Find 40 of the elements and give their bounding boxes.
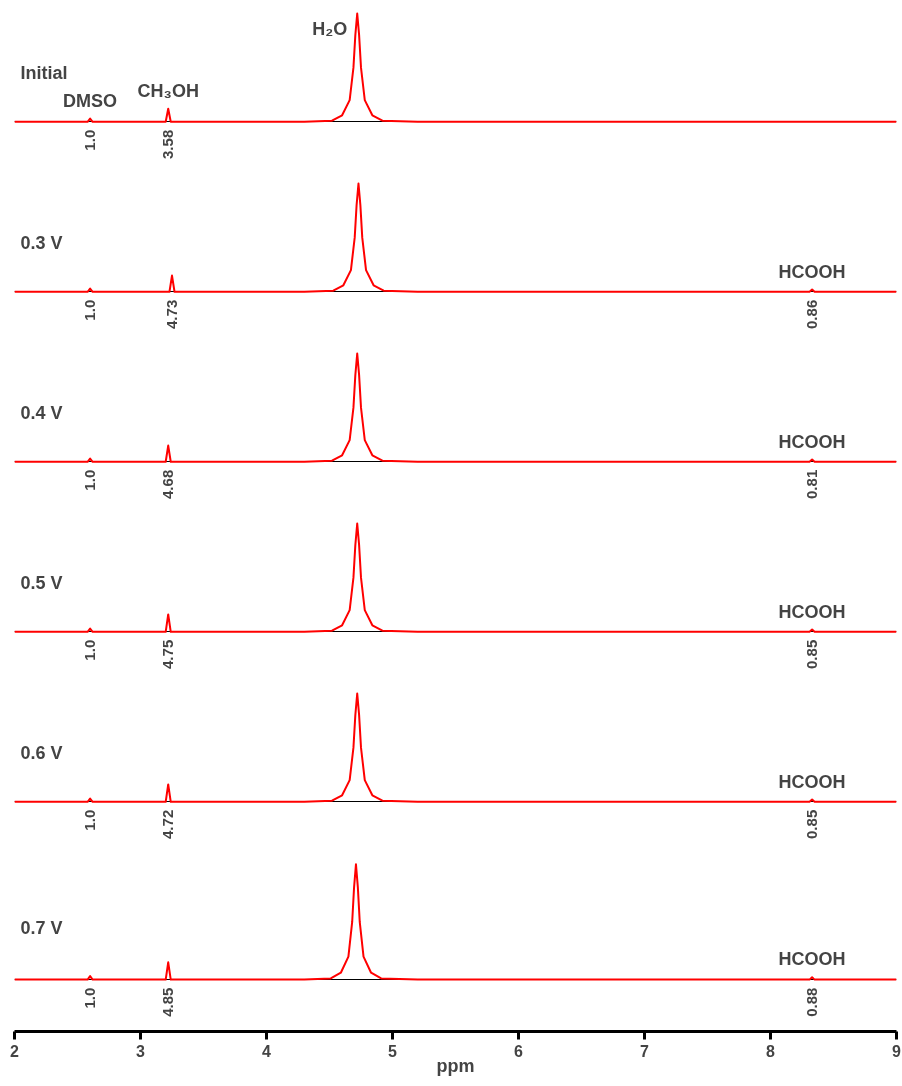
text: 0.7 V (20, 917, 63, 938)
annotation: 1.0 (81, 639, 99, 661)
annotation: 0.88 (803, 987, 821, 1017)
annotation: 4.68 (159, 469, 177, 499)
annotation: 0.85 (803, 809, 821, 839)
annotation: 4.72 (159, 809, 177, 839)
text: 0.5 V (20, 573, 63, 594)
text: 0.4 V (20, 403, 63, 424)
annotation: H₂O (312, 19, 348, 40)
x-tick-label: 7 (640, 1042, 650, 1060)
annotation: 1.0 (81, 299, 99, 321)
annotation: 4.75 (159, 639, 177, 669)
annotation: HCOOH (778, 431, 846, 452)
x-tick-label: 2 (10, 1042, 20, 1060)
annotation: HCOOH (778, 771, 846, 792)
x-axis-title: ppm (436, 1055, 475, 1076)
text: 0.6 V (20, 743, 63, 764)
annotation: 0.81 (803, 469, 821, 499)
annotation: HCOOH (778, 949, 846, 970)
annotation: 0.86 (803, 299, 821, 329)
x-tick-label: 4 (262, 1042, 272, 1060)
annotation: CH₃OH (137, 80, 199, 101)
x-tick-label: 5 (388, 1042, 398, 1060)
annotation: HCOOH (778, 601, 846, 622)
x-tick-label: 8 (766, 1042, 776, 1060)
annotation: 1.0 (81, 809, 99, 831)
annotation: 1.0 (81, 469, 99, 491)
annotation: 1.0 (81, 987, 99, 1009)
x-tick-label: 9 (892, 1042, 902, 1060)
annotation: DMSO (63, 90, 118, 111)
annotation: 3.58 (159, 129, 177, 159)
text: Initial (20, 63, 68, 84)
annotation: 4.73 (163, 299, 180, 329)
annotation: 0.85 (803, 639, 821, 669)
x-tick-label: 6 (514, 1042, 524, 1060)
annotation: 1.0 (81, 129, 99, 151)
annotation: HCOOH (778, 261, 846, 282)
annotation: 4.85 (159, 987, 177, 1017)
x-tick-label: 3 (136, 1042, 146, 1060)
text: 0.3 V (20, 233, 63, 254)
